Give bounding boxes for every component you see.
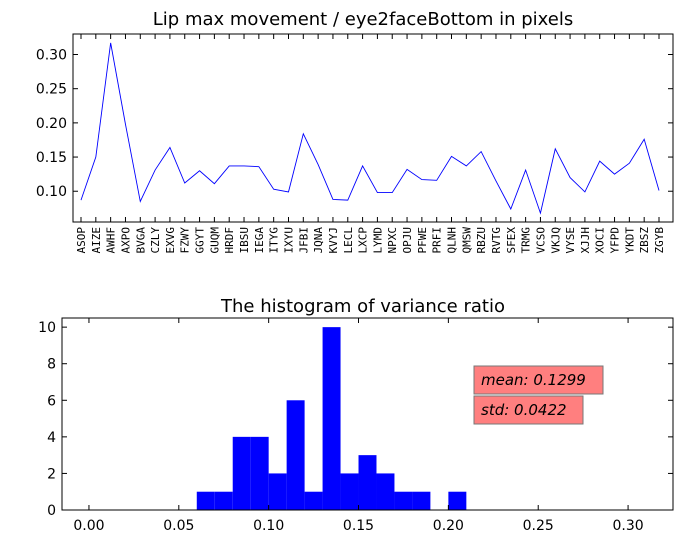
line-chart-title: Lip max movement / eye2faceBottom in pix… — [153, 9, 573, 30]
line-x-category-label: HRDF — [223, 227, 236, 254]
line-y-tick-label: 0.15 — [36, 150, 67, 166]
line-x-category-label: ZBSZ — [638, 227, 651, 254]
line-x-category-label: JFBI — [297, 227, 310, 254]
line-x-category-label: ITYG — [268, 227, 281, 254]
line-chart-plot-frame — [72, 33, 674, 223]
histogram-bar — [412, 491, 431, 510]
hist-y-tick-label: 2 — [47, 466, 56, 482]
line-x-category-label: AWHF — [105, 227, 118, 254]
histogram-bar — [232, 436, 251, 510]
hist-x-tick-label: 0.10 — [253, 518, 284, 534]
histogram-bar — [376, 473, 395, 510]
histogram-bar — [394, 491, 413, 510]
line-x-category-label: JQNA — [312, 227, 325, 254]
hist-x-tick-label: 0.25 — [523, 518, 554, 534]
histogram-plot-frame — [61, 317, 674, 511]
hist-x-tick-label: 0.20 — [433, 518, 464, 534]
mean-annotation-box — [473, 365, 604, 395]
line-x-category-label: ASOP — [75, 227, 88, 254]
hist-y-tick-label: 10 — [38, 320, 56, 336]
line-x-category-label: KVYJ — [327, 227, 340, 254]
histogram-chart: The histogram of variance ratio 0246810 … — [38, 296, 674, 534]
lip-movement-series-line — [80, 42, 660, 215]
line-x-category-label: QLNH — [446, 227, 459, 254]
line-x-category-label: VCSO — [534, 227, 547, 254]
hist-y-tick-label: 4 — [47, 430, 56, 446]
line-x-category-label: FZWY — [179, 227, 192, 254]
line-x-category-label: GGYT — [194, 227, 207, 254]
line-x-category-label: EXVG — [164, 227, 177, 254]
line-x-category-label: AIZE — [90, 227, 103, 254]
histogram-bar — [322, 327, 341, 510]
histogram-bar — [358, 455, 377, 510]
line-x-category-label: XJJH — [579, 227, 592, 254]
histogram-bar — [286, 400, 305, 510]
histogram-bar — [250, 436, 269, 510]
line-y-tick-label: 0.30 — [36, 48, 67, 64]
histogram-title: The histogram of variance ratio — [220, 296, 505, 317]
line-x-category-label: BVGA — [134, 227, 147, 254]
line-x-category-label: AXPO — [119, 227, 132, 254]
mean-annotation: mean: 0.1299 — [473, 365, 604, 395]
histogram-bar — [304, 491, 323, 510]
line-x-category-label: VYSE — [564, 227, 577, 254]
line-x-category-label: SFEX — [505, 227, 518, 254]
line-x-category-label: CZLY — [149, 227, 162, 254]
histogram-bar — [268, 473, 287, 510]
line-x-category-label: YKDT — [623, 227, 636, 254]
std-annotation-box — [473, 395, 584, 425]
line-x-category-label: RVTG — [490, 227, 503, 254]
line-x-category-label: IXYU — [282, 227, 295, 254]
line-y-tick-label: 0.20 — [36, 116, 67, 132]
line-x-category-label: LXCP — [357, 227, 370, 254]
hist-y-tick-label: 6 — [47, 393, 56, 409]
line-x-category-label: GUQM — [208, 227, 221, 254]
line-x-category-label: TRMG — [520, 227, 533, 254]
histogram-bar — [340, 473, 359, 510]
line-x-category-label: RBZU — [475, 227, 488, 254]
histogram-bar — [214, 491, 233, 510]
std-annotation: std: 0.0422 — [473, 395, 584, 425]
line-x-category-label: YFPD — [609, 227, 622, 254]
line-y-tick-label: 0.10 — [36, 184, 67, 200]
histogram-bar — [448, 491, 467, 510]
mean-annotation-text: mean: 0.1299 — [481, 371, 586, 389]
line-x-category-label: PFWE — [416, 227, 429, 254]
line-x-category-label: PRFI — [431, 227, 444, 254]
hist-x-tick-label: 0.05 — [163, 518, 194, 534]
line-x-category-label: VKJQ — [549, 227, 562, 254]
hist-y-tick-label: 8 — [47, 357, 56, 373]
line-y-tick-label: 0.25 — [36, 82, 67, 98]
line-x-category-label: NPXC — [386, 227, 399, 254]
hist-x-tick-label: 0.15 — [343, 518, 374, 534]
line-x-category-label: XOCI — [594, 227, 607, 254]
std-annotation-text: std: 0.0422 — [481, 401, 567, 419]
histogram-bar — [196, 491, 215, 510]
line-x-category-label: ZGYB — [653, 227, 666, 254]
line-x-category-label: IEGA — [253, 227, 266, 254]
line-x-category-label: IBSU — [238, 227, 251, 254]
line-x-category-label: QMSW — [460, 227, 473, 254]
line-x-category-label: LYMD — [371, 227, 384, 254]
hist-y-tick-label: 0 — [47, 503, 56, 519]
line-x-category-label: LECL — [342, 227, 355, 254]
hist-x-tick-label: 0.00 — [73, 518, 104, 534]
line-x-category-label: OPJU — [401, 227, 414, 254]
line-chart: Lip max movement / eye2faceBottom in pix… — [36, 9, 674, 254]
hist-x-tick-label: 0.30 — [612, 518, 643, 534]
